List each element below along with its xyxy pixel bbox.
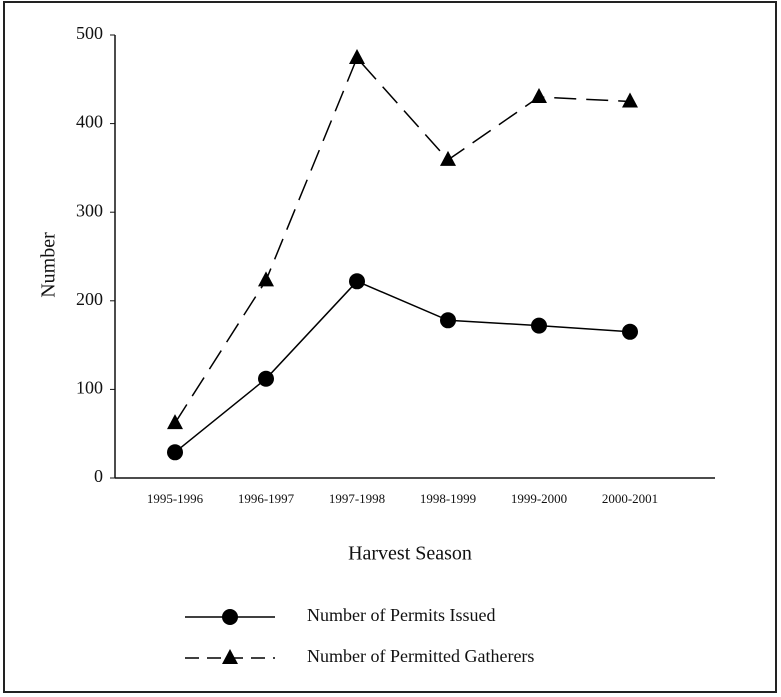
legend-marker bbox=[222, 649, 238, 664]
y-tick-label: 300 bbox=[76, 200, 103, 220]
y-axis-label: Number bbox=[38, 232, 60, 298]
y-tick-label: 500 bbox=[76, 23, 103, 43]
y-tick-label: 100 bbox=[76, 378, 103, 398]
series-line bbox=[174, 56, 631, 424]
x-tick-label: 1999-2000 bbox=[511, 491, 567, 506]
data-point bbox=[167, 444, 183, 461]
series-line bbox=[174, 280, 631, 453]
data-point bbox=[349, 273, 365, 290]
data-point bbox=[258, 370, 274, 387]
x-tick-label: 2000-2001 bbox=[602, 491, 658, 506]
data-point bbox=[622, 323, 638, 340]
frame bbox=[3, 1, 777, 693]
x-tick-label: 1995-1996 bbox=[147, 491, 204, 506]
data-point bbox=[531, 88, 547, 104]
data-point bbox=[258, 271, 274, 287]
data-point bbox=[167, 414, 183, 430]
data-point bbox=[440, 312, 456, 329]
y-tick-label: 0 bbox=[94, 466, 103, 486]
data-point bbox=[622, 92, 638, 108]
x-tick-label: 1996-1997 bbox=[238, 491, 295, 506]
legend-label: Number of Permits Issued bbox=[307, 605, 495, 625]
x-tick-label: 1997-1998 bbox=[329, 491, 385, 506]
x-axis-label: Harvest Season bbox=[348, 543, 472, 565]
data-point bbox=[349, 49, 365, 65]
legend-marker bbox=[222, 609, 238, 625]
x-tick-label: 1998-1999 bbox=[420, 491, 476, 506]
data-point bbox=[531, 317, 547, 334]
legend-label: Number of Permitted Gatherers bbox=[307, 646, 534, 666]
data-point bbox=[440, 150, 456, 166]
y-tick-label: 400 bbox=[76, 112, 103, 132]
y-tick-label: 200 bbox=[76, 289, 103, 309]
